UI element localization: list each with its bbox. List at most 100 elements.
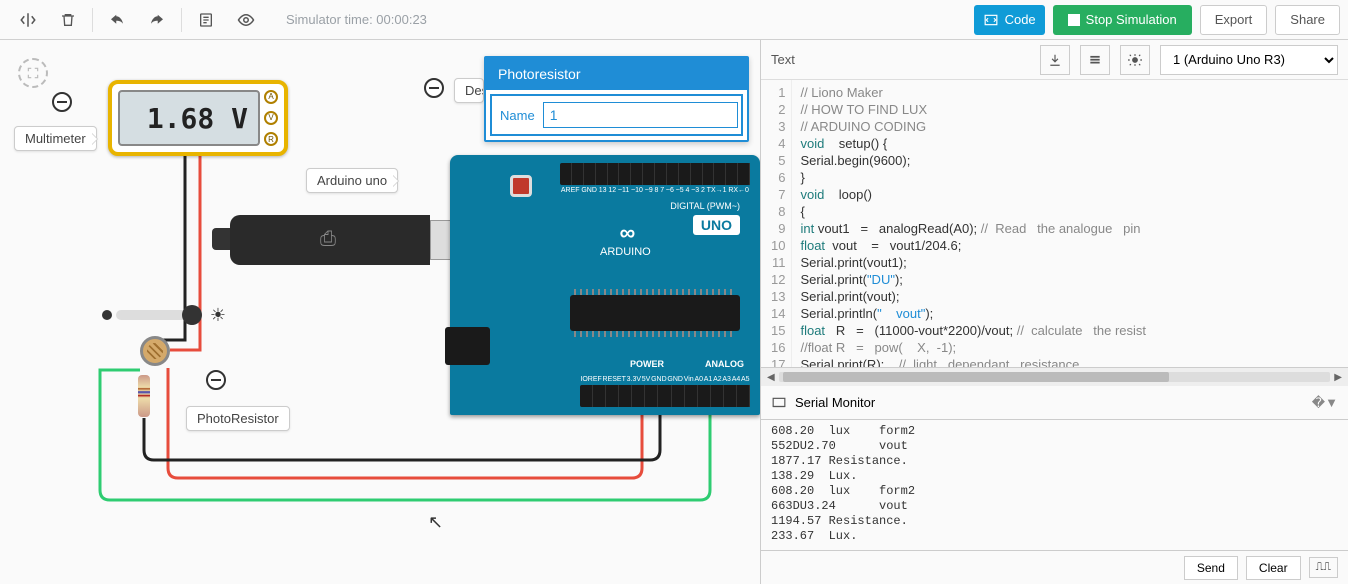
multimeter-mode-knobs[interactable]: A V R (264, 86, 282, 150)
reset-button[interactable] (510, 175, 532, 197)
scroll-right-icon[interactable]: ▶ (1334, 372, 1342, 383)
scroll-left-icon[interactable]: ◀ (767, 372, 775, 383)
undo-icon[interactable] (97, 0, 137, 40)
notes-icon[interactable] (186, 0, 226, 40)
digital-label: DIGITAL (PWM~) (670, 201, 740, 211)
power-jack (445, 327, 490, 365)
code-button-label: Code (1005, 12, 1036, 27)
cursor-icon: ↖ (428, 512, 443, 533)
power-label: POWER (630, 359, 664, 369)
pin-label: A3 (722, 376, 731, 383)
light-level-slider[interactable]: ☀ (102, 305, 226, 325)
photoresistor-label: PhotoResistor (186, 406, 290, 431)
resistor-component[interactable] (138, 375, 150, 417)
flip-icon[interactable] (8, 0, 48, 40)
analog-label: ANALOG (705, 359, 744, 369)
pin-label: ~11 (618, 187, 629, 194)
pin-label: GND (667, 376, 683, 383)
pin-label: IOREF (580, 376, 601, 383)
serial-graph-icon[interactable]: ⎍⎍ (1309, 557, 1338, 578)
arduino-board[interactable]: AREFGND1312~11~10~987~6~54~32TX→1RX←0 DI… (450, 155, 760, 415)
top-toolbar: Simulator time: 00:00:23 Code Stop Simul… (0, 0, 1348, 40)
serial-clear-button[interactable]: Clear (1246, 556, 1301, 580)
pin-label: RESET (603, 376, 626, 383)
multimeter-knob-r[interactable]: R (264, 132, 278, 146)
pin-label: A1 (704, 376, 713, 383)
pin-label: 8 (655, 187, 659, 194)
share-button-label: Share (1290, 12, 1325, 27)
minus-icon[interactable] (52, 92, 72, 112)
pin-label: AREF (561, 187, 580, 194)
component-properties-popup: Photoresistor Name (484, 56, 749, 142)
minus-icon[interactable] (206, 370, 226, 390)
share-button[interactable]: Share (1275, 5, 1340, 35)
code-editor[interactable]: 12345678910111213141516171819 // Liono M… (761, 80, 1348, 368)
pin-label: 7 (660, 187, 664, 194)
arduino-label: Arduino uno (306, 168, 398, 193)
sun-icon: ☀ (210, 305, 226, 326)
download-icon[interactable] (1040, 45, 1070, 75)
debug-icon[interactable] (1120, 45, 1150, 75)
stop-button-label: Stop Simulation (1086, 12, 1177, 27)
visibility-icon[interactable] (226, 0, 266, 40)
uno-badge: UNO (693, 215, 740, 235)
pin-label: ~6 (666, 187, 674, 194)
pin-label: 3.3V (627, 376, 641, 383)
multimeter-knob-a[interactable]: A (264, 90, 278, 104)
popup-title: Photoresistor (486, 58, 747, 90)
multimeter-reading: 1.68 V (118, 90, 260, 146)
serial-monitor-header[interactable]: Serial Monitor �▼ (761, 386, 1348, 420)
libraries-icon[interactable] (1080, 45, 1110, 75)
pin-label: RX←0 (728, 187, 749, 194)
redo-icon[interactable] (137, 0, 177, 40)
pin-label: Vin (684, 376, 694, 383)
pin-label: GND (651, 376, 667, 383)
photoresistor-component[interactable] (140, 336, 170, 366)
pin-label: GND (581, 187, 597, 194)
name-field-label: Name (500, 108, 535, 123)
digital-pin-header[interactable] (560, 163, 750, 185)
serial-monitor-icon (771, 396, 787, 410)
pin-label: ~5 (676, 187, 684, 194)
collapse-icon[interactable]: �▼ (1312, 395, 1338, 411)
export-button-label: Export (1215, 12, 1253, 27)
pin-label: ~3 (691, 187, 699, 194)
pin-label: 4 (685, 187, 689, 194)
serial-monitor-output: 608.20 lux form2 552DU2.70 vout 1877.17 … (761, 420, 1348, 550)
multimeter-label: Multimeter (14, 126, 97, 151)
serial-send-button[interactable]: Send (1184, 556, 1238, 580)
truncated-label: Des (454, 78, 484, 103)
code-tab[interactable]: Text (771, 52, 795, 67)
pin-label: 2 (701, 187, 705, 194)
component-name-input[interactable] (543, 102, 738, 128)
pin-label: A0 (694, 376, 703, 383)
pin-label: 12 (608, 187, 616, 194)
stop-simulation-button[interactable]: Stop Simulation (1053, 5, 1192, 35)
arduino-logo: ∞ ARDUINO (600, 220, 651, 258)
multimeter-knob-v[interactable]: V (264, 111, 278, 125)
pin-label: ~10 (631, 187, 643, 194)
code-panel-header: Text 1 (Arduino Uno R3) (761, 40, 1348, 80)
circuit-canvas[interactable]: Multimeter 1.68 V A V R Arduino uno Des … (0, 40, 760, 584)
pin-label: TX→1 (707, 187, 727, 194)
board-selector[interactable]: 1 (Arduino Uno R3) (1160, 45, 1338, 75)
pin-label: ~9 (645, 187, 653, 194)
minus-icon[interactable] (424, 78, 444, 98)
pin-label: 13 (599, 187, 607, 194)
code-panel: Text 1 (Arduino Uno R3) 1234567891011121… (760, 40, 1348, 584)
serial-monitor-footer: Send Clear ⎍⎍ (761, 550, 1348, 584)
power-analog-header[interactable] (580, 385, 750, 407)
atmega-chip (570, 295, 740, 331)
arduino-brand-text: ARDUINO (600, 246, 651, 258)
code-button[interactable]: Code (974, 5, 1045, 35)
multimeter-component[interactable]: 1.68 V A V R (108, 80, 288, 156)
pin-label: 5V (642, 376, 651, 383)
editor-hscrollbar[interactable]: ◀ ▶ (761, 368, 1348, 386)
serial-monitor-title: Serial Monitor (795, 395, 875, 410)
pin-label: A4 (732, 376, 741, 383)
export-button[interactable]: Export (1200, 5, 1268, 35)
trash-icon[interactable] (48, 0, 88, 40)
fit-view-icon[interactable] (18, 58, 48, 88)
pin-label: A5 (741, 376, 750, 383)
slider-thumb[interactable] (182, 305, 202, 325)
